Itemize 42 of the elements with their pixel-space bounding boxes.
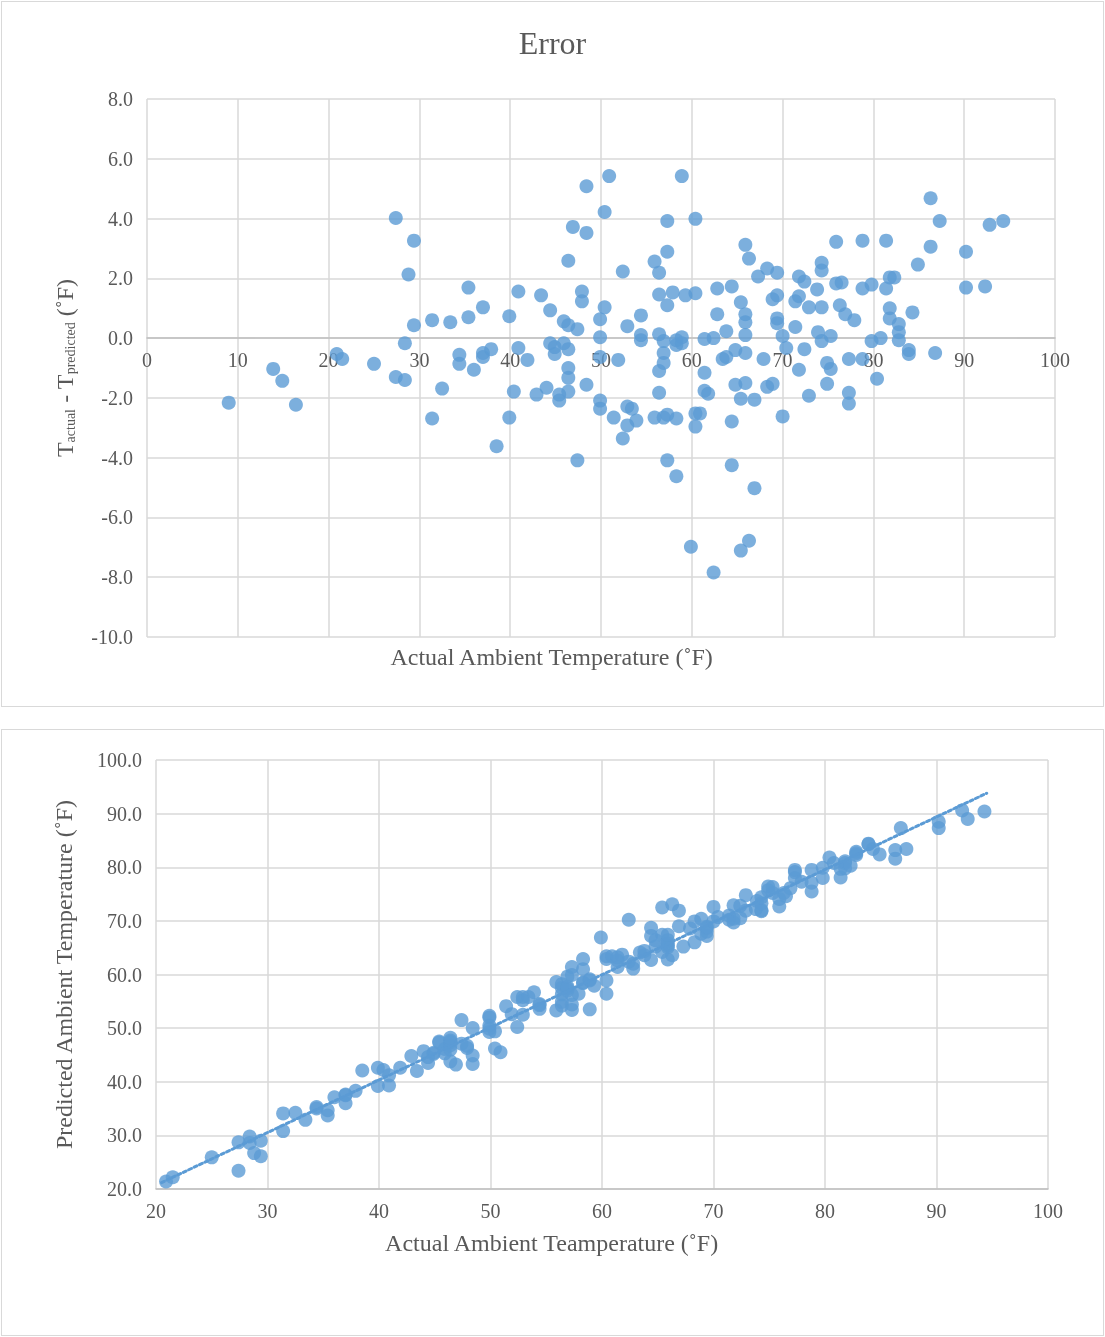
x-tick-label: 10 <box>227 349 248 372</box>
y-axis-title: Predicted Ambient Temperature (˚F) <box>51 799 77 1150</box>
x-tick-label: 50 <box>480 1200 501 1222</box>
y-tick-label: 40.0 <box>107 1070 142 1093</box>
y-tick-label: -2.0 <box>101 386 133 409</box>
x-tick-label: 90 <box>954 349 975 372</box>
y-tick-label: 0.0 <box>108 327 133 350</box>
y-tick-label: 8.0 <box>108 88 133 110</box>
x-tick-label: 90 <box>926 1200 947 1222</box>
chart-title: Error <box>518 25 587 61</box>
y-tick-label: 30.0 <box>107 1124 142 1147</box>
x-tick-label: 60 <box>681 349 702 372</box>
y-tick-label: -6.0 <box>101 506 133 529</box>
x-tick-label: 30 <box>257 1200 278 1222</box>
x-tick-label: 80 <box>815 1200 835 1222</box>
y-tick-label: -10.0 <box>91 626 133 648</box>
x-tick-label: 40 <box>369 1200 389 1222</box>
x-tick-label: 70 <box>772 349 793 372</box>
x-tick-label: 20 <box>146 1200 166 1222</box>
x-tick-label: 30 <box>409 349 430 372</box>
y-tick-label: 70.0 <box>107 909 142 932</box>
x-axis-title: Actual Ambient Temperature (˚F) <box>390 644 713 670</box>
x-tick-label: 100 <box>1033 1200 1063 1222</box>
y-tick-label: 90.0 <box>107 802 142 825</box>
y-tick-label: -4.0 <box>101 446 133 469</box>
x-tick-label: 40 <box>500 349 521 372</box>
y-tick-label: 2.0 <box>108 267 133 290</box>
y-tick-label: 4.0 <box>108 207 133 230</box>
x-tick-label: 0 <box>142 349 152 372</box>
y-tick-label: 6.0 <box>108 147 133 170</box>
y-tick-label: 60.0 <box>107 963 142 986</box>
x-tick-label: 20 <box>318 349 339 372</box>
x-tick-label: 70 <box>703 1200 724 1222</box>
x-tick-label: 100 <box>1040 349 1070 372</box>
x-tick-label: 60 <box>592 1200 612 1222</box>
y-tick-label: 50.0 <box>107 1017 142 1040</box>
y-tick-label: -8.0 <box>101 566 133 589</box>
y-axis-title: Tactual - Tpredicted (˚F) <box>52 278 78 458</box>
y-tick-label: 20.0 <box>107 1178 142 1200</box>
y-tick-label: 100.0 <box>97 749 142 771</box>
x-axis-title: Actual Ambient Teamperature (˚F) <box>385 1230 719 1256</box>
y-tick-label: 80.0 <box>107 856 142 879</box>
